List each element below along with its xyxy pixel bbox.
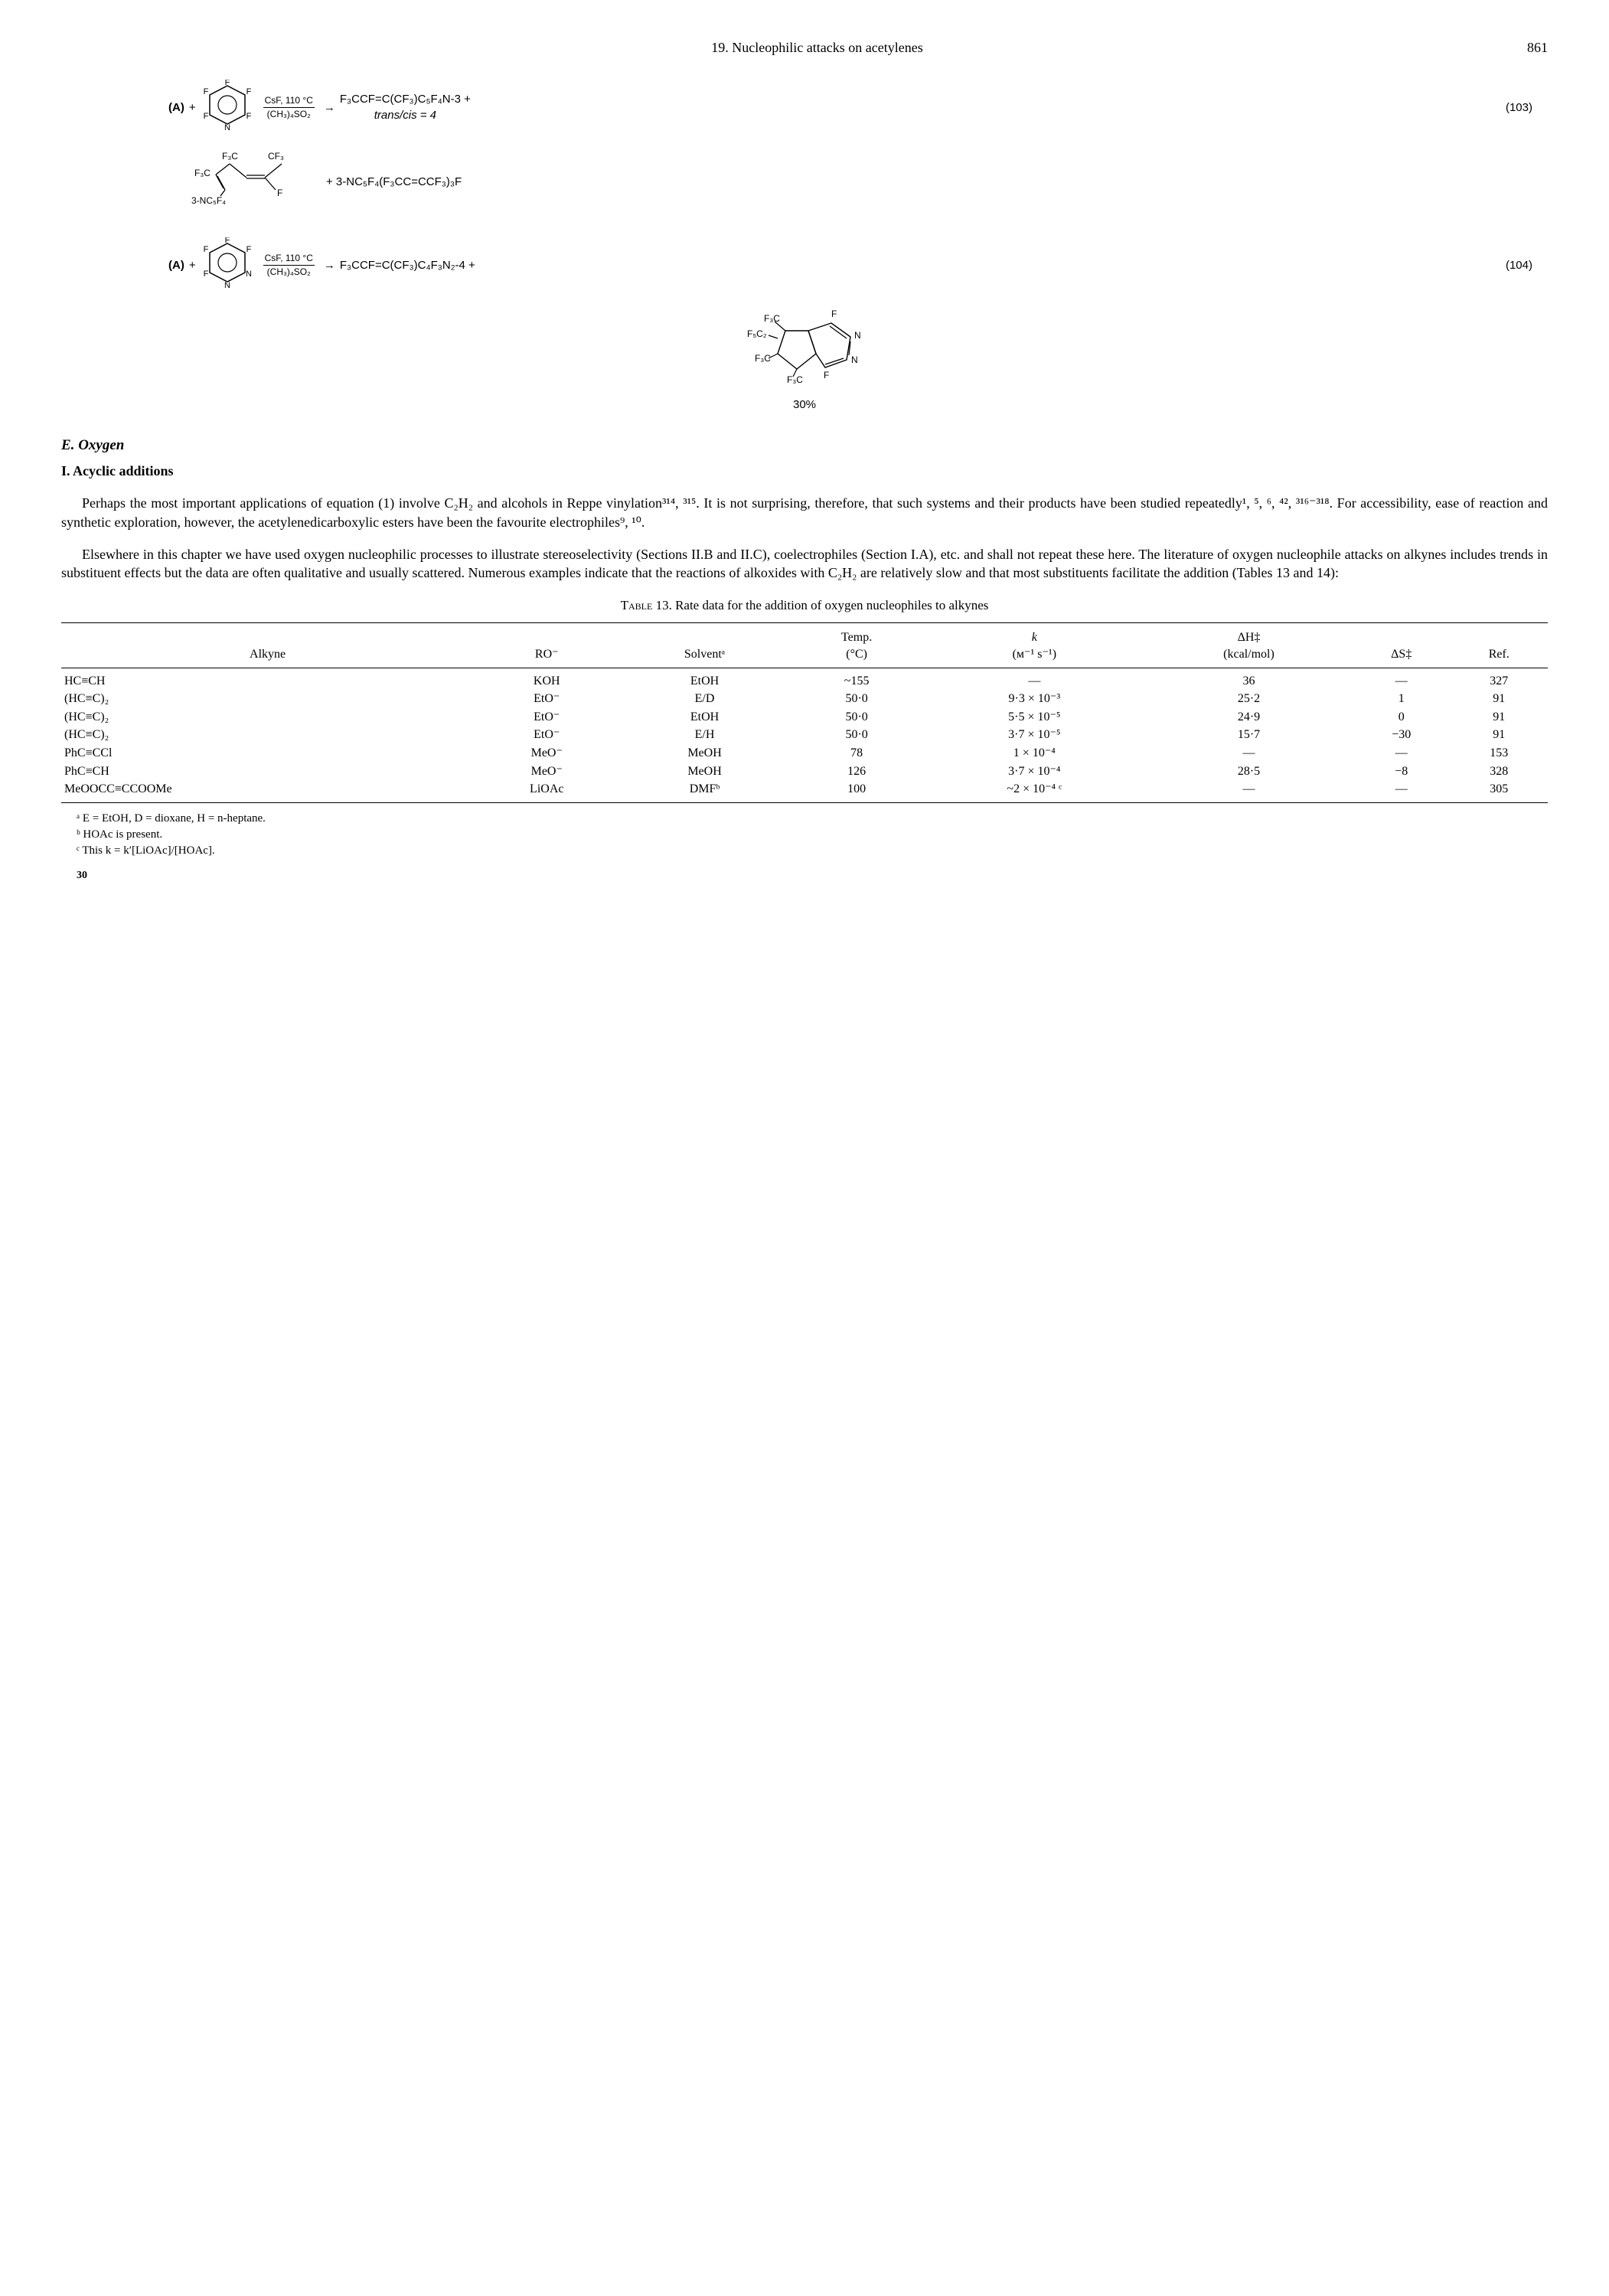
- svg-text:F: F: [203, 87, 208, 96]
- svg-text:F₅C₂: F₅C₂: [747, 328, 767, 339]
- svg-text:F: F: [831, 309, 837, 319]
- plus-sign-104: +: [189, 257, 196, 273]
- reaction-diagram-103: (A) + F F F N F F CsF, 110 °C (CH₃)₄SO₂ …: [61, 80, 1548, 214]
- subsection-number: I.: [61, 463, 70, 478]
- svg-text:F: F: [224, 80, 230, 87]
- section-letter: E.: [61, 437, 74, 453]
- footnote-a: ᵃ E = EtOH, D = dioxane, H = n-heptane.: [77, 811, 1548, 826]
- svg-text:F₃C: F₃C: [222, 151, 238, 162]
- svg-text:F: F: [246, 245, 251, 254]
- table-row: (HC≡C)₂ EtO⁻ EtOH 50·0 5·5 × 10⁻⁵ 24·9 0…: [61, 708, 1548, 727]
- col-dh-bot: (kcal/mol): [1148, 646, 1350, 663]
- svg-text:N: N: [854, 330, 861, 341]
- paragraph-1: Perhaps the most important applications …: [61, 494, 1548, 531]
- page-number: 861: [1527, 38, 1548, 57]
- footnote-c: ᶜ This k = k′[LiOAc]/[HOAc].: [77, 843, 1548, 858]
- plus-sign: +: [189, 100, 196, 116]
- svg-text:F₃C: F₃C: [764, 313, 780, 324]
- svg-text:3-NC₅F₄: 3-NC₅F₄: [191, 195, 226, 206]
- yield-104: 30%: [61, 397, 1548, 413]
- col-solvent: Solventᵃ: [619, 625, 789, 668]
- reaction-arrow-103: CsF, 110 °C (CH₃)₄SO₂: [263, 94, 315, 121]
- table-row: (HC≡C)₂ EtO⁻ E/H 50·0 3·7 × 10⁻⁵ 15·7 −3…: [61, 726, 1548, 744]
- arrow-bottom-104: (CH₃)₄SO₂: [263, 266, 315, 279]
- subsection-heading: I. Acyclic additions: [61, 462, 1548, 480]
- subsection-title: Acyclic additions: [73, 463, 174, 478]
- col-dh: ΔH‡ (kcal/mol): [1145, 625, 1353, 668]
- page-signature: 30: [77, 869, 1548, 883]
- svg-text:F: F: [824, 370, 829, 380]
- svg-text:F: F: [277, 188, 282, 198]
- svg-text:N: N: [851, 354, 858, 365]
- plus-product-103: + 3-NC₅F₄(F₃CC=CCF₃)₃F: [326, 174, 462, 190]
- col-k-bot: (ᴍ⁻¹ s⁻¹): [927, 646, 1143, 663]
- svg-text:N: N: [246, 269, 252, 279]
- table-row: PhC≡CCl MeO⁻ MeOH 78 1 × 10⁻⁴ — — 153: [61, 744, 1548, 763]
- arrow-icon-104: →: [324, 257, 335, 273]
- table-caption: Table 13. Rate data for the addition of …: [61, 597, 1548, 615]
- reactant-a-label-104: (A): [168, 257, 184, 273]
- arrow-top-104: CsF, 110 °C: [263, 252, 315, 266]
- table-row: PhC≡CH MeO⁻ MeOH 126 3·7 × 10⁻⁴ 28·5 −8 …: [61, 763, 1548, 781]
- reaction-diagram-104: (A) + F F N N F F CsF, 110 °C (CH₃)₄SO₂ …: [61, 237, 1548, 413]
- eq-number-104: (104): [1506, 257, 1532, 273]
- product-103-line1: F₃CCF=C(CF₃)C₅F₄N-3 +: [340, 91, 471, 107]
- svg-text:F: F: [203, 269, 208, 279]
- svg-text:F: F: [246, 112, 251, 121]
- col-temp-top: Temp.: [793, 629, 921, 646]
- paragraph-2: Elsewhere in this chapter we have used o…: [61, 545, 1548, 583]
- table-row: MeOOCC≡CCOOMe LiOAc DMFᵇ 100 ~2 × 10⁻⁴ ᶜ…: [61, 780, 1548, 802]
- bicyclic-product-icon: F₃C F₅C₂ F₃C F₃C F N N F: [732, 300, 877, 397]
- col-ds: ΔS‡: [1353, 625, 1451, 668]
- tetrafluoropyrimidine-icon: F F N N F F: [201, 237, 254, 292]
- svg-text:F₃C: F₃C: [194, 168, 211, 178]
- col-ro: RO⁻: [474, 625, 619, 668]
- svg-text:F: F: [246, 87, 251, 96]
- table-row: (HC≡C)₂ EtO⁻ E/D 50·0 9·3 × 10⁻³ 25·2 1 …: [61, 690, 1548, 708]
- col-temp: Temp. (°C): [790, 625, 924, 668]
- header-spacer: [61, 38, 107, 57]
- product-103-line2: trans/cis = 4: [340, 107, 471, 123]
- col-alkyne: Alkyne: [61, 625, 474, 668]
- col-k-top: k: [927, 629, 1143, 646]
- svg-text:F: F: [203, 112, 208, 121]
- section-title: Oxygen: [78, 437, 124, 453]
- arrow-bottom-103: (CH₃)₄SO₂: [263, 108, 315, 121]
- page-header: 19. Nucleophilic attacks on acetylenes 8…: [61, 38, 1548, 57]
- svg-text:F: F: [224, 237, 230, 245]
- arrow-icon: →: [324, 100, 335, 116]
- reaction-arrow-104: CsF, 110 °C (CH₃)₄SO₂: [263, 252, 315, 279]
- arrow-top-103: CsF, 110 °C: [263, 94, 315, 108]
- col-temp-bot: (°C): [793, 646, 921, 663]
- footnote-b: ᵇ HOAc is present.: [77, 827, 1548, 842]
- alkene-product-icon: F₃C CF₃ F F₃C 3-NC₅F₄: [191, 149, 306, 214]
- table-caption-prefix: Table 13.: [621, 598, 672, 612]
- svg-text:F: F: [203, 245, 208, 254]
- col-dh-top: ΔH‡: [1148, 629, 1350, 646]
- col-ref: Ref.: [1451, 625, 1548, 668]
- svg-text:N: N: [224, 281, 230, 288]
- table-caption-text: Rate data for the addition of oxygen nuc…: [675, 598, 988, 612]
- svg-text:CF₃: CF₃: [268, 151, 284, 162]
- eq-number-103: (103): [1506, 100, 1532, 116]
- table-row: HC≡CH KOH EtOH ~155 — 36 — 327: [61, 668, 1548, 690]
- pentafluoropyridine-icon: F F F N F F: [201, 80, 254, 135]
- rate-data-table: Alkyne RO⁻ Solventᵃ Temp. (°C) k (ᴍ⁻¹ s⁻…: [61, 622, 1548, 802]
- reactant-a-label: (A): [168, 100, 184, 116]
- section-heading: E. Oxygen: [61, 436, 1548, 456]
- chapter-title: 19. Nucleophilic attacks on acetylenes: [107, 38, 1527, 57]
- product-104-line1: F₃CCF=C(CF₃)C₄F₃N₂-4 +: [340, 257, 475, 273]
- col-k: k (ᴍ⁻¹ s⁻¹): [924, 625, 1146, 668]
- table-footnotes: ᵃ E = EtOH, D = dioxane, H = n-heptane. …: [77, 811, 1548, 859]
- svg-text:F₃C: F₃C: [787, 374, 803, 385]
- table-body: HC≡CH KOH EtOH ~155 — 36 — 327 (HC≡C)₂ E…: [61, 668, 1548, 802]
- svg-text:N: N: [224, 123, 230, 130]
